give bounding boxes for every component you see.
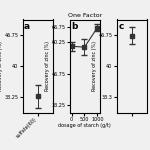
- Y-axis label: Recovery of zinc (%): Recovery of zinc (%): [0, 41, 3, 91]
- Text: c: c: [118, 22, 124, 31]
- Y-axis label: Recovery of zinc (%): Recovery of zinc (%): [92, 41, 97, 91]
- Title: One Factor: One Factor: [68, 13, 102, 18]
- Text: b: b: [71, 22, 77, 31]
- X-axis label: dosage of starch (g/t): dosage of starch (g/t): [58, 123, 111, 128]
- Text: a: a: [24, 22, 30, 31]
- Y-axis label: Recovery of zinc (%): Recovery of zinc (%): [45, 41, 50, 91]
